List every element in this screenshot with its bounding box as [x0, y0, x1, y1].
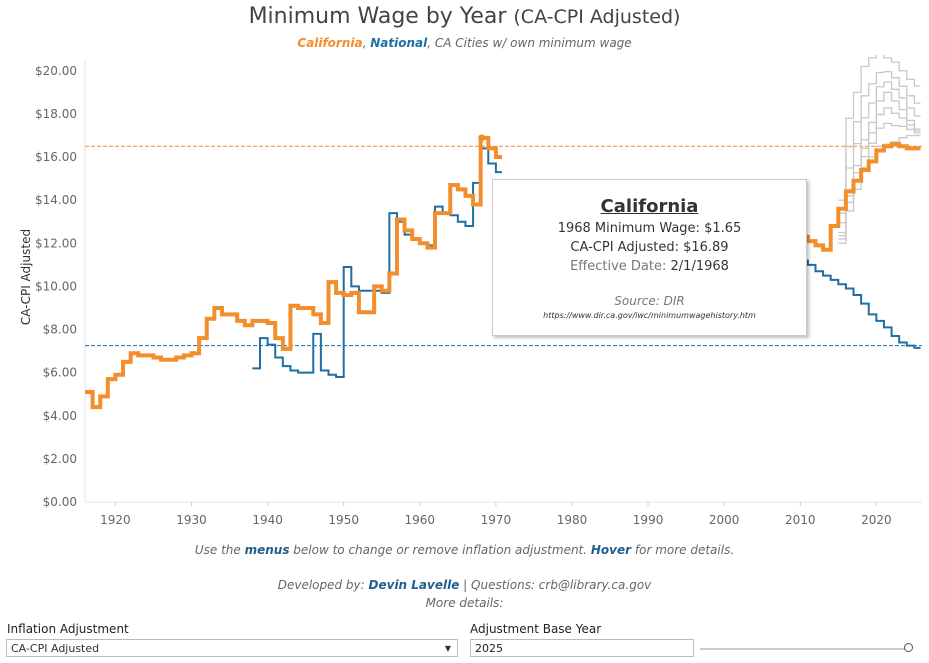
tooltip-url[interactable]: https://www.dir.ca.gov/iwc/minimumwagehi… [543, 311, 756, 320]
y-tick-label: $6.00 [43, 366, 77, 380]
title-sub: (CA-CPI Adjusted) [513, 6, 681, 28]
note-text: Use the [194, 543, 245, 557]
legend-sep: , [427, 36, 435, 50]
series-line-cities[interactable] [838, 134, 921, 244]
series-line-cities[interactable] [838, 55, 921, 201]
series-line-california[interactable] [85, 135, 502, 410]
chart-title: Minimum Wage by Year (CA-CPI Adjusted) [0, 4, 929, 29]
y-axis-title: CA-CPI Adjusted [19, 228, 34, 326]
tooltip-adjusted: CA-CPI Adjusted: $16.89 [570, 240, 729, 255]
menus-link[interactable]: menus [244, 543, 290, 557]
base-year-label: Adjustment Base Year [470, 622, 602, 636]
tooltip-wage: 1968 Minimum Wage: $1.65 [557, 221, 742, 236]
usage-note: Use the menus below to change or remove … [0, 543, 929, 557]
base-year-slider-handle[interactable] [904, 643, 913, 652]
y-tick-label: $18.00 [35, 107, 77, 121]
legend-subtitle: California, National, CA Cities w/ own m… [0, 36, 929, 50]
legend-national[interactable]: National [370, 36, 428, 50]
x-tick-label: 1980 [557, 513, 588, 527]
series-line-national[interactable] [252, 147, 502, 378]
series-line-cities[interactable] [838, 122, 921, 240]
y-tick-label: $20.00 [35, 64, 77, 78]
y-tick-label: $0.00 [43, 495, 77, 509]
developer-link[interactable]: Devin Lavelle [368, 578, 460, 592]
tooltip-date-value: 2/1/1968 [670, 259, 729, 274]
inflation-adjustment-value: CA-CPI Adjusted [11, 642, 100, 655]
x-tick-label: 1970 [481, 513, 512, 527]
y-tick-label: $10.00 [35, 279, 77, 293]
legend-cities[interactable]: CA Cities w/ own minimum wage [434, 36, 632, 50]
x-tick-label: 2010 [785, 513, 816, 527]
y-tick-label: $12.00 [35, 236, 77, 250]
tooltip-source: Source: DIR [614, 294, 685, 308]
series-line-national[interactable] [800, 259, 921, 349]
legend-california[interactable]: California [297, 36, 363, 50]
inflation-adjustment-label: Inflation Adjustment [7, 622, 129, 636]
note-text: below to change or remove inflation adju… [289, 543, 591, 557]
dev-contact: | Questions: crb@library.ca.gov [459, 578, 652, 592]
chart-area[interactable]: $0.00 $2.00 $4.00 $6.00 $8.00 $10.00 $12.00 $14… [0, 55, 929, 535]
x-tick-label: 1920 [100, 513, 131, 527]
y-tick-label: $2.00 [43, 452, 77, 466]
y-tick-label: $8.00 [43, 323, 77, 337]
inflation-adjustment-select[interactable]: CA-CPI Adjusted ▼ [6, 639, 458, 657]
tooltip-date-label: Effective Date: [570, 259, 671, 274]
x-tick-label: 1940 [252, 513, 283, 527]
y-tick-label: $14.00 [35, 193, 77, 207]
hover-tooltip: California 1968 Minimum Wage: $1.65 CA-C… [492, 179, 807, 336]
title-main: Minimum Wage by Year [248, 4, 507, 29]
hover-link[interactable]: Hover [590, 543, 632, 557]
data-point-1968[interactable] [478, 134, 486, 142]
base-year-input[interactable] [470, 639, 694, 657]
x-tick-label: 1950 [328, 513, 359, 527]
tooltip-effective-date: Effective Date: 2/1/1968 [493, 259, 806, 274]
series-line-cities[interactable] [838, 107, 921, 237]
x-tick-label: 1960 [405, 513, 436, 527]
developer-note: Developed by: Devin Lavelle | Questions:… [0, 578, 929, 592]
series-line-cities[interactable] [838, 81, 921, 224]
series-line-california[interactable] [800, 142, 921, 252]
y-tick-label: $16.00 [35, 150, 77, 164]
chevron-down-icon: ▼ [444, 644, 451, 653]
x-tick-label: 2020 [861, 513, 892, 527]
x-tick-label: 1930 [176, 513, 207, 527]
note-text: for more details. [631, 543, 735, 557]
x-tick-label: 2000 [709, 513, 740, 527]
x-tick-label: 1990 [633, 513, 664, 527]
series-line-cities[interactable] [838, 70, 921, 214]
more-details[interactable]: More details: [425, 596, 504, 610]
legend-sep: , [362, 36, 371, 50]
series-line-cities[interactable] [838, 91, 921, 234]
dev-label: Developed by: [277, 578, 369, 592]
y-tick-label: $4.00 [43, 409, 77, 423]
base-year-slider-track[interactable] [700, 648, 910, 650]
tooltip-title: California [600, 196, 699, 217]
